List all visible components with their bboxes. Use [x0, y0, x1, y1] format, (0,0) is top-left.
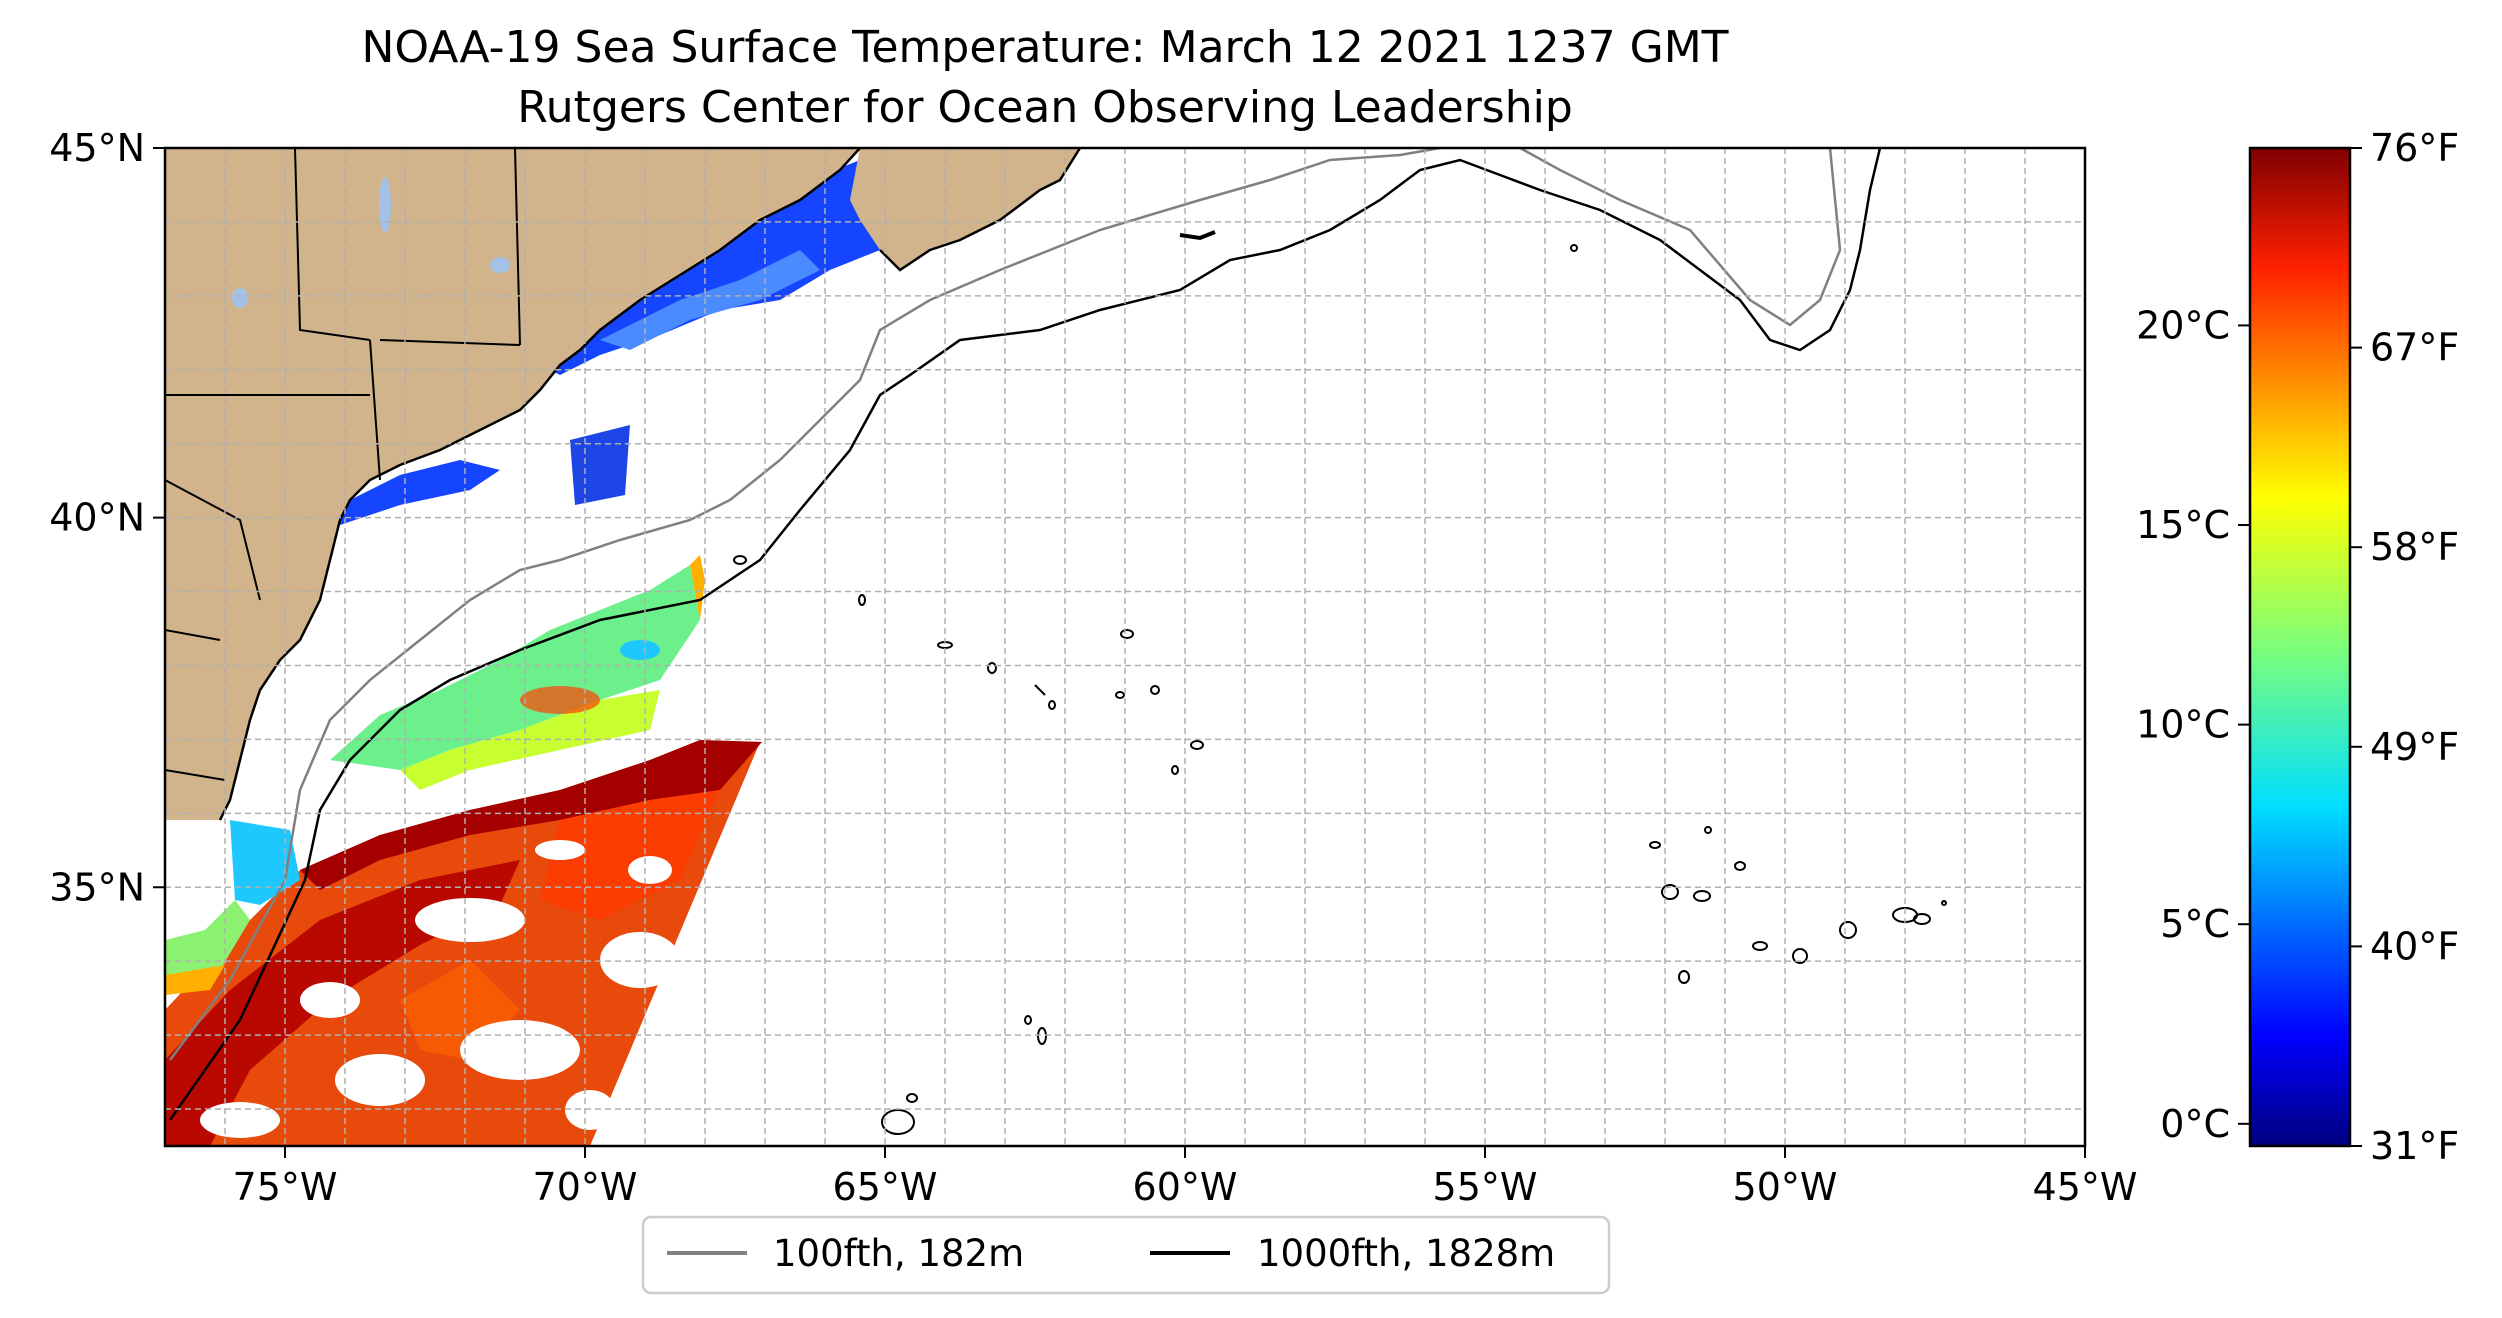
latitude-tick-label: 35°N — [49, 865, 145, 909]
fahrenheit-tick-label: 49°F — [2370, 725, 2459, 769]
longitude-tick-label: 45°W — [2033, 1165, 2138, 1209]
land — [165, 148, 1082, 821]
fahrenheit-tick-label: 58°F — [2370, 525, 2459, 569]
longitude-tick-label: 75°W — [233, 1165, 338, 1209]
colorbar-celsius-ticks: 20°C 15°C 10°C 5°C 0°C — [2136, 303, 2250, 1146]
colorbar-fahrenheit-ticks: 76°F 67°F 58°F 49°F 40°F 31°F — [2350, 126, 2459, 1168]
seamounts — [733, 244, 1947, 1135]
fahrenheit-tick-label: 67°F — [2370, 326, 2459, 370]
latitude-tick-label: 45°N — [49, 126, 145, 170]
map-title: NOAA-19 Sea Surface Temperature: March 1… — [361, 22, 1729, 73]
map-gridlines — [165, 148, 2085, 1146]
legend-label-1000fth: 1000fth, 1828m — [1257, 1232, 1555, 1275]
fahrenheit-tick-label: 76°F — [2370, 126, 2459, 170]
longitude-ticks: 75°W 70°W 65°W 60°W 55°W 50°W 45°W — [233, 1146, 2138, 1209]
legend-label-100fth: 100fth, 182m — [773, 1232, 1024, 1275]
longitude-tick-label: 70°W — [533, 1165, 638, 1209]
contour-100fth — [169, 148, 1842, 1061]
latitude-ticks: 45°N 40°N 35°N — [49, 126, 165, 909]
celsius-tick-label: 0°C — [2160, 1102, 2230, 1146]
celsius-tick-label: 10°C — [2136, 703, 2230, 747]
seamount-line — [1179, 230, 1216, 241]
colorbar-gradient — [2248, 146, 2352, 1148]
fahrenheit-tick-label: 31°F — [2370, 1124, 2459, 1168]
latitude-tick-label: 40°N — [49, 496, 145, 540]
celsius-tick-label: 20°C — [2136, 303, 2230, 347]
celsius-tick-label: 15°C — [2136, 503, 2230, 547]
longitude-tick-label: 55°W — [1433, 1165, 1538, 1209]
celsius-tick-label: 5°C — [2160, 902, 2230, 946]
contour-legend: 100fth, 182m 1000fth, 1828m — [641, 1215, 1611, 1295]
temperature-colorbar: 20°C 15°C 10°C 5°C 0°C 76°F 67°F 58°F 49°F 40°F 3… — [2136, 126, 2459, 1168]
longitude-tick-label: 60°W — [1133, 1165, 1238, 1209]
fahrenheit-tick-label: 40°F — [2370, 924, 2459, 968]
longitude-tick-label: 50°W — [1733, 1165, 1838, 1209]
contour-1000fth — [168, 148, 1882, 1121]
map-subtitle: Rutgers Center for Ocean Observing Leade… — [517, 82, 1573, 133]
map-frame — [163, 146, 2087, 1148]
longitude-tick-label: 65°W — [833, 1165, 938, 1209]
